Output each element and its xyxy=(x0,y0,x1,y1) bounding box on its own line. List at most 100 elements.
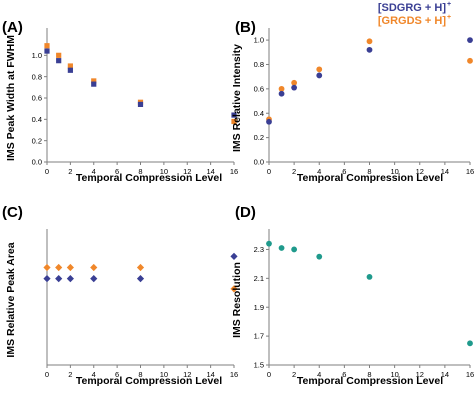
x-tick-label: 14 xyxy=(206,370,214,379)
legend: [SDGRG + H] +[GRGDS + H] + xyxy=(378,1,451,27)
data-point-grgds xyxy=(136,263,145,272)
legend-entry-label: [SDGRG + H] xyxy=(378,2,446,14)
x-tick-label: 6 xyxy=(342,167,346,176)
data-point-resolution xyxy=(467,340,473,347)
x-tick-label: 4 xyxy=(92,370,96,379)
y-tick-label: 1.0 xyxy=(254,36,264,45)
x-tick-label: 2 xyxy=(292,167,296,176)
y-tick-label: 1.5 xyxy=(254,361,264,370)
x-tick-label: 10 xyxy=(160,370,168,379)
data-point-grgds xyxy=(55,263,63,272)
data-point-resolution xyxy=(366,273,373,280)
x-axis-title: Temporal Compression Level xyxy=(297,172,443,184)
y-tick-label: 0.6 xyxy=(32,94,42,103)
legend-entry-charge: + xyxy=(447,14,451,21)
x-axis-title: Temporal Compression Level xyxy=(76,375,222,387)
x-tick-label: 12 xyxy=(416,167,424,176)
y-axis-title: IMS Relative Peak Area xyxy=(5,242,17,357)
x-tick-label: 16 xyxy=(466,370,474,379)
data-point-sdgrg xyxy=(55,275,63,283)
y-tick-label: 0.8 xyxy=(254,60,264,69)
x-tick-label: 16 xyxy=(230,370,238,379)
data-point-sdgrg xyxy=(231,112,237,118)
x-tick-label: 16 xyxy=(466,167,474,176)
legend-entry-charge: + xyxy=(447,1,451,8)
data-point-grgds xyxy=(66,263,74,272)
x-tick-label: 8 xyxy=(367,167,371,176)
panel-c: (C) 0 2 4 6 8 10 12 14 16 Temporal Compression Lev… xyxy=(2,204,238,387)
x-tick-label: 0 xyxy=(267,167,271,176)
data-point-sdgrg xyxy=(278,90,285,97)
y-tick-label: 2.1 xyxy=(254,274,264,283)
data-point-sdgrg xyxy=(91,81,97,87)
data-point-grgds xyxy=(316,66,323,73)
x-tick-label: 10 xyxy=(390,167,398,176)
x-tick-label: 0 xyxy=(45,370,49,379)
legend-entry-label: [GRGDS + H] xyxy=(378,15,446,27)
data-point-sdgrg xyxy=(56,58,62,64)
panel-letter: (D) xyxy=(235,204,256,221)
x-tick-label: 8 xyxy=(138,370,142,379)
panel-a: (A) 0 2 4 6 8 10 12 14 16 0.0 0.2 0.4 0.6 0.8 1.0 Tempor… xyxy=(2,19,238,184)
data-point-resolution xyxy=(266,240,272,247)
y-tick-label: 0.6 xyxy=(254,84,264,93)
y-tick-label: 1.7 xyxy=(254,332,264,341)
y-tick-label: 0.0 xyxy=(32,158,42,167)
data-point-sdgrg xyxy=(467,37,473,43)
data-point-resolution xyxy=(291,246,298,253)
y-axis-title: IMS Resolution xyxy=(231,262,243,338)
data-point-sdgrg xyxy=(291,84,298,91)
x-tick-label: 14 xyxy=(441,370,449,379)
x-tick-label: 6 xyxy=(115,370,119,379)
x-tick-label: 16 xyxy=(230,167,238,176)
x-tick-label: 12 xyxy=(183,370,191,379)
x-tick-label: 4 xyxy=(92,167,96,176)
y-tick-label: 0.2 xyxy=(254,133,264,142)
panel-letter: (C) xyxy=(2,204,23,221)
data-point-sdgrg xyxy=(366,46,373,53)
y-tick-label: 0.4 xyxy=(32,115,42,124)
y-axis-title: IMS Peak Width at FWHM xyxy=(5,35,17,161)
x-axis-title: Temporal Compression Level xyxy=(76,172,222,184)
y-tick-label: 1.0 xyxy=(32,51,42,60)
x-axis-title: Temporal Compression Level xyxy=(297,375,443,387)
x-tick-label: 8 xyxy=(367,370,371,379)
data-point-sdgrg xyxy=(137,101,144,107)
data-point-grgds xyxy=(231,118,237,125)
data-point-sdgrg xyxy=(316,72,323,79)
y-tick-label: 0.0 xyxy=(254,158,264,167)
y-tick-label: 0.4 xyxy=(254,109,264,118)
data-point-sdgrg xyxy=(43,275,51,283)
data-point-grgds xyxy=(291,79,298,86)
data-point-grgds xyxy=(467,57,473,64)
x-tick-label: 4 xyxy=(317,167,321,176)
data-point-grgds xyxy=(90,263,98,272)
data-point-sdgrg xyxy=(66,275,74,283)
panel-d: (D) 0 2 4 6 8 10 12 14 16 1.5 1.7 1.9 2.1 2.3 Temporal … xyxy=(231,204,474,387)
panel-letter: (A) xyxy=(2,19,23,36)
y-tick-label: 0.2 xyxy=(32,136,42,145)
x-tick-label: 6 xyxy=(342,370,346,379)
data-point-grgds xyxy=(230,285,238,293)
data-point-sdgrg xyxy=(266,118,272,125)
y-tick-label: 2.3 xyxy=(254,245,264,254)
x-tick-label: 0 xyxy=(267,370,271,379)
data-point-grgds xyxy=(91,78,97,84)
data-point-sdgrg xyxy=(67,67,73,73)
panel-b: (B) 0 2 4 6 8 10 12 14 16 0.0 0.2 0.4 0.6 0.8 1.0 Tempor… xyxy=(231,19,474,184)
y-tick-label: 0.8 xyxy=(32,72,42,81)
data-point-grgds xyxy=(43,263,51,272)
data-point-resolution xyxy=(316,253,323,260)
x-tick-label: 14 xyxy=(441,167,449,176)
data-point-grgds xyxy=(44,43,50,49)
x-tick-label: 12 xyxy=(183,167,191,176)
data-point-grgds xyxy=(366,38,373,45)
x-tick-label: 4 xyxy=(317,370,321,379)
panel-letter: (B) xyxy=(235,19,256,36)
data-point-grgds xyxy=(67,63,73,69)
x-tick-label: 8 xyxy=(138,167,142,176)
y-tick-label: 1.9 xyxy=(254,303,264,312)
x-tick-label: 2 xyxy=(68,370,72,379)
data-point-sdgrg xyxy=(90,275,98,283)
x-tick-label: 10 xyxy=(160,167,168,176)
